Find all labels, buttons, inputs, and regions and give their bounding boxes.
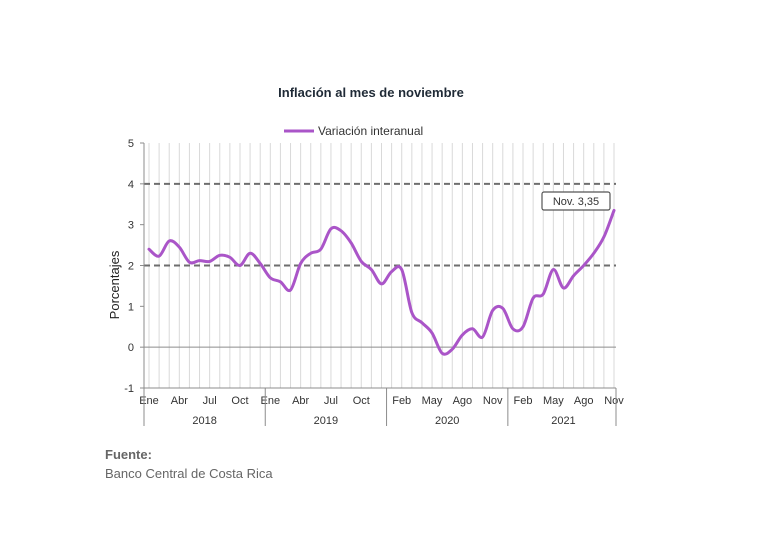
axes xyxy=(140,142,616,389)
x-tick-label: Oct xyxy=(231,395,248,407)
legend: Variación interanual xyxy=(284,124,423,138)
y-tick-label: 2 xyxy=(128,261,134,273)
year-labels: 2018 2019 2020 2021 xyxy=(143,388,617,427)
annotation-box xyxy=(541,191,611,211)
x-tick-label: Jul xyxy=(324,395,338,407)
y-tick-labels: -1 0 1 2 3 4 5 xyxy=(124,138,134,395)
y-tick-label: 3 xyxy=(128,220,134,232)
year-label: 2019 xyxy=(314,415,338,427)
x-tick-label: Ago xyxy=(453,395,473,407)
chart: Inflación al mes de noviembre Variación … xyxy=(107,85,624,427)
y-tick-label: 1 xyxy=(128,301,134,313)
source-text: Banco Central de Costa Rica xyxy=(105,466,273,481)
annotation: Nov. 3,35 xyxy=(541,191,611,211)
x-tick-label: Abr xyxy=(292,395,309,407)
x-tick-label: Ene xyxy=(261,395,281,407)
reference-lines xyxy=(144,182,616,267)
year-label: 2018 xyxy=(192,415,216,427)
x-tick-label: Feb xyxy=(514,395,533,407)
x-tick-label: Feb xyxy=(392,395,411,407)
legend-label: Variación interanual xyxy=(318,124,423,138)
y-tick-label: 0 xyxy=(128,342,134,354)
x-tick-label: May xyxy=(543,395,564,407)
annotation-label: Nov. 3,35 xyxy=(553,196,599,208)
x-tick-label: Ene xyxy=(139,395,159,407)
x-tick-label: Abr xyxy=(171,395,188,407)
y-tick-label: 5 xyxy=(128,138,134,150)
chart-title: Inflación al mes de noviembre xyxy=(278,85,464,100)
x-tick-label: Nov xyxy=(604,395,624,407)
x-tick-label: Ago xyxy=(574,395,594,407)
y-axis-label: Porcentajes xyxy=(107,250,122,319)
x-tick-label: May xyxy=(422,395,443,407)
x-tick-label: Oct xyxy=(353,395,370,407)
year-label: 2021 xyxy=(551,415,575,427)
x-tick-labels: Ene Abr Jul Oct Ene Abr Jul Oct Feb May Ago Nov Feb M… xyxy=(139,395,624,407)
x-tick-label: Nov xyxy=(483,395,503,407)
x-tick-label: Jul xyxy=(203,395,217,407)
y-tick-label: -1 xyxy=(124,383,134,395)
y-tick-label: 4 xyxy=(128,179,134,191)
year-label: 2020 xyxy=(435,415,459,427)
series-line xyxy=(147,208,616,356)
source-title: Fuente: xyxy=(105,447,152,462)
